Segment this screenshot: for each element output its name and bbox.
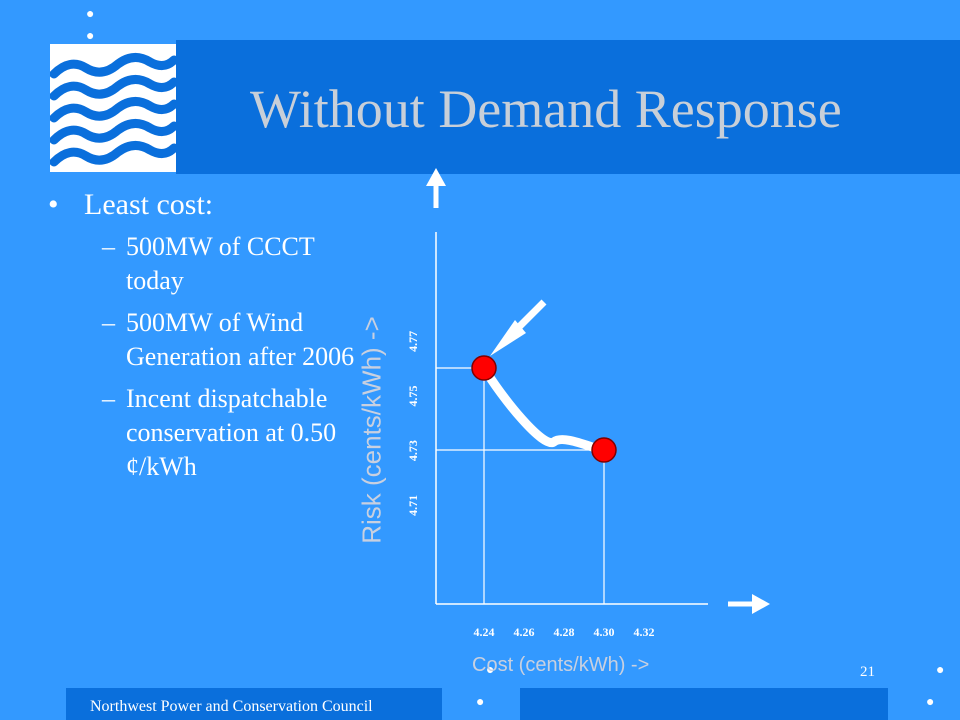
y-tick-label: 4.77 xyxy=(406,331,420,352)
decorative-dot: ● xyxy=(86,7,95,22)
frontier-curve xyxy=(479,363,609,455)
y-tick-label: 4.73 xyxy=(406,440,420,461)
x-tick-label: 4.32 xyxy=(634,625,655,639)
x-tick-label: 4.24 xyxy=(474,625,495,639)
slide-title: Without Demand Response xyxy=(250,79,842,139)
sub-bullet: – Incent dispatchable conservation at 0.… xyxy=(48,382,366,484)
decorative-dot: ● xyxy=(936,663,945,678)
page-number: 21 xyxy=(860,664,875,680)
x-axis-arrow-head xyxy=(752,594,770,614)
x-axis-title: Cost (cents/kWh) -> xyxy=(472,654,650,676)
bullet-heading-text: Least cost: xyxy=(84,188,214,221)
x-tick-label: 4.28 xyxy=(554,625,575,639)
dash-marker: – xyxy=(102,308,115,337)
footer-text: Northwest Power and Conservation Council xyxy=(90,698,373,715)
dash-marker: – xyxy=(102,384,115,413)
bullet-marker: • xyxy=(48,188,59,221)
dash-marker: – xyxy=(102,232,115,261)
sub-bullet-text: Incent dispatchable conservation at 0.50… xyxy=(126,384,337,481)
x-tick-label: 4.30 xyxy=(594,625,615,639)
portfolio-point xyxy=(471,355,497,381)
bullet-heading: • Least cost: xyxy=(48,188,348,222)
decorative-dot: ● xyxy=(476,695,485,710)
y-tick-label: 4.75 xyxy=(406,386,420,407)
x-tick-label: 4.26 xyxy=(514,625,535,639)
title-bar xyxy=(176,40,960,174)
decorative-dot: ● xyxy=(86,29,95,44)
sub-bullet: – 500MW of CCCT today xyxy=(48,230,366,298)
sub-bullet: – 500MW of Wind Generation after 2006 xyxy=(48,306,366,374)
y-axis-title: Risk (cents/kWh) -> xyxy=(356,316,387,544)
decorative-dot: ● xyxy=(486,663,495,678)
y-tick-label: 4.71 xyxy=(406,495,420,516)
y-axis-arrow-head xyxy=(426,168,446,186)
portfolio-point xyxy=(591,437,617,463)
sub-bullet-text: 500MW of CCCT today xyxy=(126,232,315,295)
decorative-dot: ● xyxy=(926,695,935,710)
pointer-arrow-head xyxy=(490,320,526,356)
bullet-list: • Least cost: – 500MW of CCCT today – 50… xyxy=(48,180,354,484)
waves-logo-icon xyxy=(50,44,176,172)
sub-bullet-text: 500MW of Wind Generation after 2006 xyxy=(126,308,355,371)
footer-bar xyxy=(520,688,888,720)
footer-bar xyxy=(66,688,442,720)
